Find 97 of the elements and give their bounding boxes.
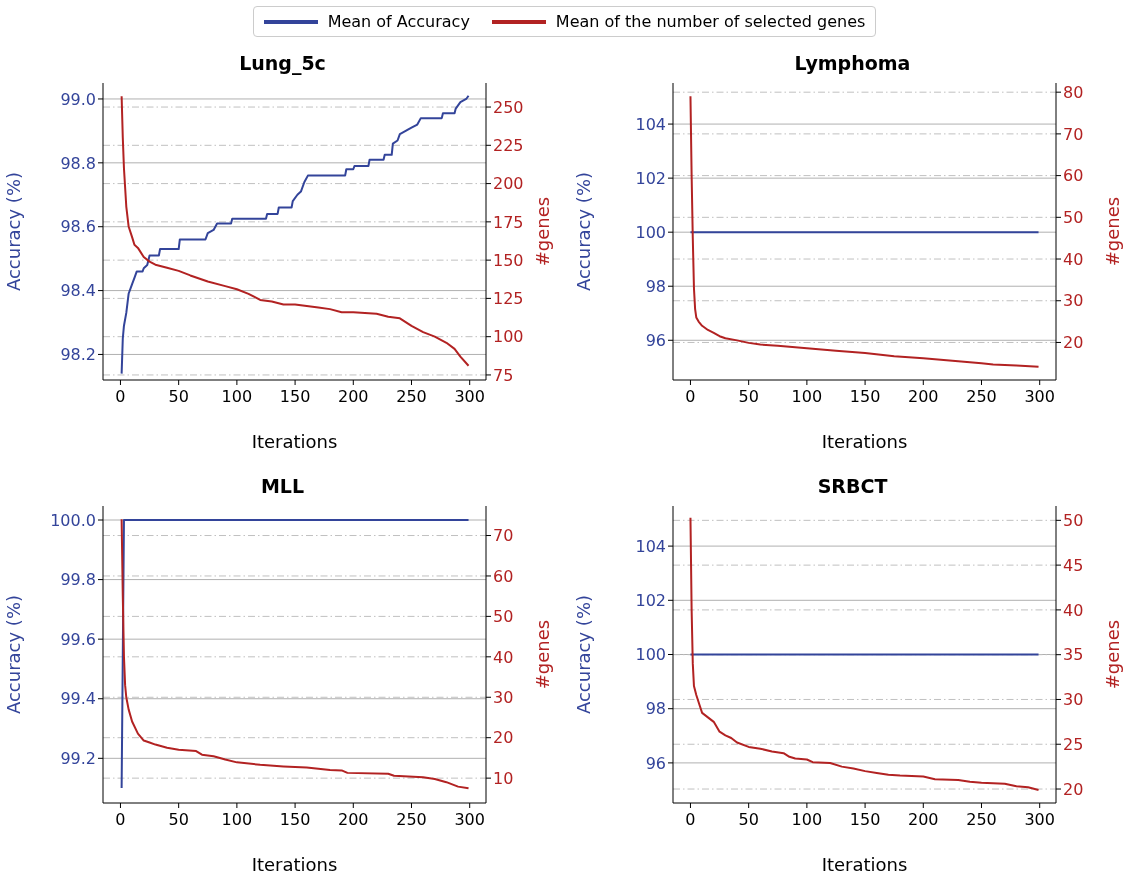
y2-tick-label: 175 <box>493 212 524 232</box>
x-tick-label: 150 <box>849 810 881 830</box>
y-tick-label: 102 <box>635 168 666 188</box>
x-tick-label: 50 <box>168 810 189 830</box>
y-tick-label: 99.0 <box>60 89 96 109</box>
chart-title: SRBCT <box>816 474 889 498</box>
x-tick-label: 200 <box>338 810 369 830</box>
y-tick-label: 104 <box>635 536 666 556</box>
y2-axis-title: #genes <box>1102 619 1124 690</box>
x-tick-label: 250 <box>396 387 427 407</box>
y-tick-label: 99.4 <box>60 689 96 709</box>
y-tick-label: 100 <box>635 645 666 665</box>
x-tick-label: 150 <box>279 387 311 407</box>
x-axis-title: Iterations <box>251 854 338 875</box>
x-tick-label: 300 <box>1024 810 1055 830</box>
x-tick-label: 100 <box>791 387 823 407</box>
y2-tick-label: 30 <box>493 687 514 707</box>
x-tick-label: 100 <box>221 810 253 830</box>
y-tick-label: 98.4 <box>60 281 96 301</box>
y-tick-label: 96 <box>645 330 666 350</box>
y2-tick-label: 35 <box>1063 645 1084 665</box>
y2-tick-label: 40 <box>1063 249 1084 269</box>
y2-tick-label: 60 <box>1063 166 1084 186</box>
y2-tick-label: 20 <box>1063 779 1084 799</box>
y2-tick-label: 40 <box>493 647 514 667</box>
x-tick-label: 100 <box>221 387 253 407</box>
y2-tick-label: 50 <box>1063 511 1084 531</box>
y-tick-label: 99.6 <box>60 629 96 649</box>
y2-tick-label: 70 <box>1063 124 1084 144</box>
y2-tick-label: 125 <box>493 289 524 309</box>
y-axis-title: Accuracy (%) <box>573 594 595 715</box>
y-tick-label: 98.8 <box>60 153 96 173</box>
y-tick-label: 98.2 <box>60 345 96 365</box>
x-tick-label: 0 <box>685 387 696 407</box>
x-tick-label: 300 <box>454 387 485 407</box>
y-tick-label: 98 <box>645 276 666 296</box>
x-axis-title: Iterations <box>821 854 908 875</box>
x-tick-label: 50 <box>168 387 189 407</box>
y-tick-label: 102 <box>635 590 666 610</box>
y-tick-label: 96 <box>645 753 666 773</box>
y2-tick-label: 100 <box>493 327 524 347</box>
x-tick-label: 250 <box>966 387 997 407</box>
y2-tick-label: 40 <box>1063 600 1084 620</box>
y2-tick-label: 75 <box>493 365 514 385</box>
y2-tick-label: 50 <box>493 607 514 627</box>
y-tick-label: 104 <box>635 114 666 134</box>
y-axis-title: Accuracy (%) <box>3 171 25 292</box>
y2-tick-label: 80 <box>1063 82 1084 102</box>
y2-tick-label: 70 <box>493 526 514 546</box>
x-tick-label: 0 <box>685 810 696 830</box>
y-tick-label: 100.0 <box>50 510 96 530</box>
y2-tick-label: 20 <box>1063 333 1084 353</box>
y2-tick-label: 60 <box>493 566 514 586</box>
x-tick-label: 100 <box>791 810 823 830</box>
y2-axis-title: #genes <box>1102 196 1124 267</box>
y2-tick-label: 200 <box>493 174 524 194</box>
x-tick-label: 0 <box>115 387 126 407</box>
y-axis-title: Accuracy (%) <box>573 171 595 292</box>
y-tick-label: 99.2 <box>60 749 96 768</box>
legend-label: Mean of Accuracy <box>327 12 470 31</box>
x-tick-label: 200 <box>908 387 939 407</box>
x-axis-title: Iterations <box>821 431 908 452</box>
y2-tick-label: 30 <box>1063 291 1084 311</box>
line-series <box>689 95 1040 368</box>
y2-tick-label: 250 <box>493 97 524 117</box>
legend-label: Mean of the number of selected genes <box>555 12 866 31</box>
chart-title: Lymphoma <box>793 51 912 75</box>
y-axis-title: Accuracy (%) <box>3 594 25 715</box>
y2-axis-title: #genes <box>532 196 554 267</box>
x-tick-label: 200 <box>908 810 939 830</box>
y2-tick-label: 20 <box>493 728 514 748</box>
y2-tick-label: 225 <box>493 135 524 155</box>
x-tick-label: 250 <box>396 810 427 830</box>
y-tick-label: 98 <box>645 699 666 719</box>
x-tick-label: 0 <box>115 810 126 830</box>
chart-title: Lung_5c <box>238 51 327 75</box>
y-tick-label: 99.8 <box>60 570 96 590</box>
y2-tick-label: 50 <box>1063 208 1084 227</box>
y-tick-label: 100 <box>635 222 666 242</box>
x-tick-label: 250 <box>966 810 997 830</box>
y2-axis-title: #genes <box>532 619 554 690</box>
y2-tick-label: 150 <box>493 250 524 270</box>
x-tick-label: 50 <box>738 387 759 407</box>
x-tick-label: 300 <box>454 810 485 830</box>
y-tick-label: 98.6 <box>60 217 96 237</box>
chart-title: MLL <box>259 474 306 498</box>
y2-tick-label: 25 <box>1063 734 1084 754</box>
line-series <box>689 516 1040 791</box>
x-tick-label: 200 <box>338 387 369 407</box>
y2-tick-label: 10 <box>493 768 514 788</box>
x-tick-label: 300 <box>1024 387 1055 407</box>
x-axis-title: Iterations <box>251 431 338 452</box>
y2-tick-label: 30 <box>1063 690 1084 710</box>
x-tick-label: 150 <box>279 810 311 830</box>
x-tick-label: 150 <box>849 387 881 407</box>
y2-tick-label: 45 <box>1063 555 1084 575</box>
x-tick-label: 50 <box>738 810 759 830</box>
